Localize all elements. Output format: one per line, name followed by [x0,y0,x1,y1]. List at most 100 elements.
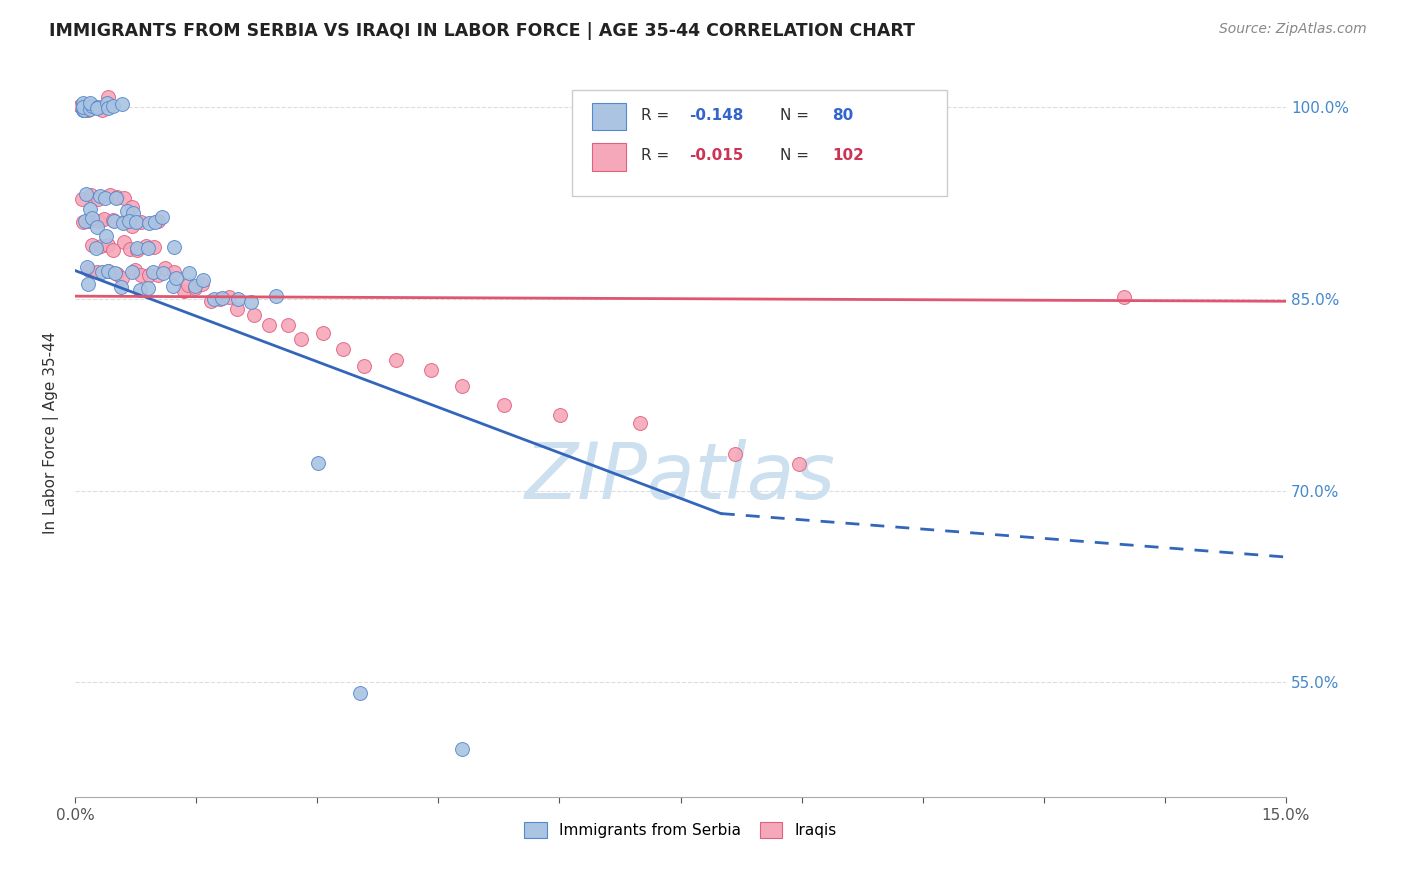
Point [112,215,135,229]
Point [110,280,132,294]
Point [79,102,101,116]
Point [121,219,143,233]
Text: R =: R = [641,148,673,163]
Point [125,241,148,255]
FancyBboxPatch shape [572,90,946,196]
Bar [592,143,626,170]
Text: ZIPatlas: ZIPatlas [524,439,837,515]
Point [73,103,96,117]
Point [152,266,174,280]
Bar [592,103,626,130]
Point [87,213,110,227]
Point [353,359,375,373]
Point [75,97,97,112]
Point [136,281,159,295]
Point [76,260,98,274]
Point [89,189,111,203]
Point [91,103,114,118]
Point [86,101,108,115]
Point [70,99,93,113]
Point [75,186,97,201]
Text: -0.015: -0.015 [689,148,744,163]
Point [349,686,371,700]
Point [146,268,169,282]
Point [121,265,143,279]
Point [332,342,354,356]
Point [121,201,143,215]
Point [104,266,127,280]
Point [73,100,96,114]
Point [112,235,135,249]
Point [118,214,141,228]
Point [142,265,165,279]
Point [191,277,214,291]
Point [105,267,128,281]
Point [79,263,101,277]
Point [211,291,233,305]
Point [184,278,207,293]
Point [787,457,810,471]
Point [112,191,135,205]
Point [129,268,152,282]
Point [127,244,149,258]
Point [1112,290,1135,304]
Point [101,99,124,113]
Point [75,97,97,112]
Legend: Immigrants from Serbia, Iraqis: Immigrants from Serbia, Iraqis [517,816,844,845]
Point [191,272,214,286]
Point [105,191,128,205]
Point [96,101,118,115]
Point [307,456,329,470]
Point [138,216,160,230]
Point [76,99,98,113]
Point [111,271,134,285]
Point [257,318,280,333]
Point [79,95,101,110]
Point [494,398,516,412]
Point [87,192,110,206]
Point [240,294,263,309]
Point [209,292,232,306]
Point [69,99,91,113]
Point [80,211,103,225]
Point [87,100,110,114]
Point [79,202,101,217]
Point [451,378,474,392]
Point [111,97,134,112]
Point [153,260,176,275]
Point [129,283,152,297]
Point [72,100,94,114]
Point [162,264,184,278]
Point [77,103,100,117]
Point [228,292,250,306]
Point [82,237,104,252]
Point [72,103,94,117]
Point [266,289,288,303]
Point [79,100,101,114]
Text: N =: N = [780,148,808,163]
Point [200,293,222,308]
Point [73,214,96,228]
Text: 102: 102 [832,148,863,163]
Point [143,215,166,229]
Point [103,213,125,227]
Point [177,266,200,280]
Point [101,213,124,227]
Point [105,190,128,204]
Point [277,318,299,333]
Point [125,215,148,229]
Point [86,265,108,279]
Text: 80: 80 [832,109,853,123]
Point [628,417,651,431]
Point [72,214,94,228]
Point [76,277,98,291]
Point [202,292,225,306]
Point [550,408,572,422]
Point [420,363,443,377]
Point [152,210,174,224]
Point [226,302,249,317]
Point [724,447,747,461]
Point [136,242,159,256]
Point [73,103,96,117]
Point [97,238,120,252]
